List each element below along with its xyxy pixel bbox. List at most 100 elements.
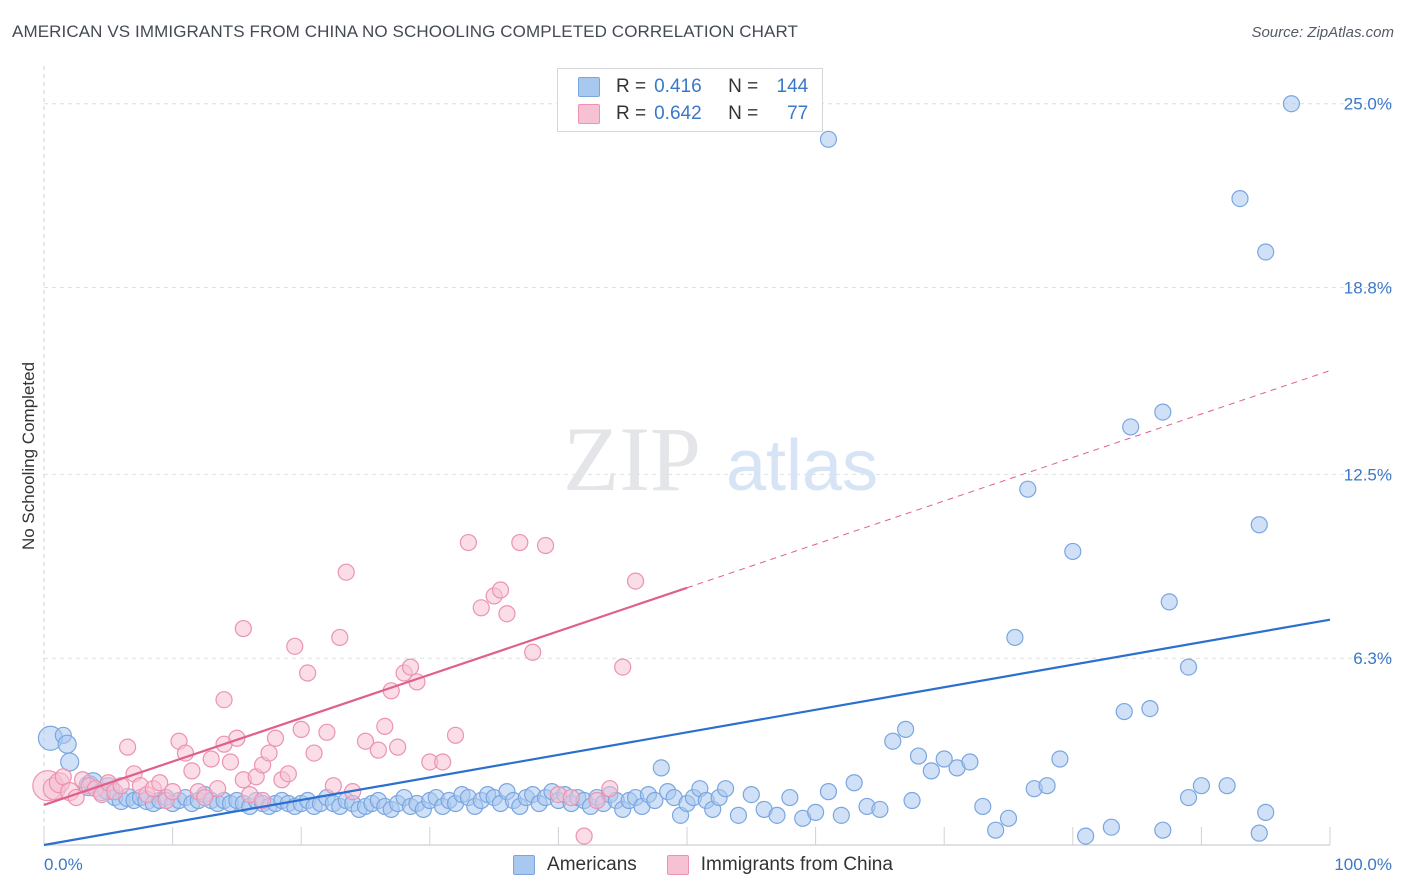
point-china: [575, 827, 593, 845]
point-americans: [781, 788, 799, 807]
point-americans: [1051, 750, 1069, 768]
point-americans: [1102, 818, 1120, 836]
point-china: [434, 753, 452, 771]
point-china: [446, 726, 465, 744]
point-china: [491, 581, 510, 599]
legend-swatch-americans: [513, 855, 536, 875]
point-americans: [897, 720, 915, 738]
point-americans: [987, 821, 1005, 839]
trendline-china-extension: [686, 370, 1331, 589]
point-china: [459, 533, 477, 552]
legend-row-americans: R = 0.416 N = 144: [578, 74, 808, 100]
point-americans: [832, 806, 850, 824]
point-americans: [819, 783, 838, 801]
y-tick-label: 18.8%: [1344, 279, 1392, 298]
point-china: [183, 762, 201, 780]
point-americans: [716, 780, 735, 798]
point-china: [331, 628, 349, 647]
point-americans: [819, 130, 838, 148]
legend-item-americans[interactable]: Americans: [513, 854, 637, 876]
point-americans: [768, 806, 786, 824]
point-china: [588, 791, 606, 810]
point-china: [626, 572, 645, 590]
point-americans: [1257, 243, 1275, 261]
point-china: [112, 777, 130, 795]
point-americans: [999, 809, 1018, 827]
point-americans: [1218, 777, 1236, 795]
legend-r-label: R =: [616, 103, 647, 124]
legend-row-china: R = 0.642 N = 77: [578, 101, 808, 127]
legend-item-china[interactable]: Immigrants from China: [666, 854, 893, 876]
point-china: [209, 780, 227, 798]
point-china: [601, 780, 619, 798]
legend-n-label: N =: [728, 103, 759, 124]
source-label: Source: ZipAtlas.com: [1251, 24, 1394, 41]
point-americans: [935, 750, 953, 768]
legend-label-china: Immigrants from China: [700, 854, 893, 875]
point-americans: [57, 734, 77, 754]
point-americans: [1250, 824, 1268, 842]
point-americans: [871, 800, 889, 819]
x-tick-label: 0.0%: [44, 855, 83, 874]
point-china: [511, 533, 529, 552]
point-china: [498, 605, 516, 623]
point-china: [260, 744, 278, 762]
point-americans: [1250, 516, 1268, 534]
point-americans: [1122, 418, 1140, 436]
legend-swatch-americans: [578, 77, 600, 97]
point-americans: [1038, 777, 1056, 795]
point-americans: [1231, 190, 1249, 208]
point-china: [305, 744, 323, 762]
point-americans: [884, 732, 902, 750]
point-americans: [845, 774, 863, 792]
point-china: [202, 750, 220, 768]
point-china: [356, 732, 375, 750]
point-americans: [903, 791, 921, 810]
point-americans: [1115, 702, 1133, 721]
point-china: [164, 783, 182, 801]
point-americans: [1154, 403, 1172, 421]
point-americans: [1257, 803, 1275, 821]
x-tick-label: 100.0%: [1334, 855, 1392, 874]
point-americans: [1192, 777, 1211, 795]
point-americans: [922, 762, 940, 780]
point-americans: [729, 806, 748, 824]
point-china: [151, 774, 169, 792]
point-china: [286, 637, 304, 655]
legend-n-value: 144: [776, 76, 809, 97]
chart-title: AMERICAN VS IMMIGRANTS FROM CHINA NO SCH…: [12, 22, 799, 41]
legend-n-label: N =: [728, 76, 759, 97]
point-china: [266, 729, 285, 747]
point-china: [234, 619, 252, 638]
legend-r-label: R =: [616, 76, 647, 97]
y-tick-label: 25.0%: [1344, 95, 1392, 114]
point-americans: [1282, 95, 1301, 113]
y-tick-label: 6.3%: [1353, 649, 1392, 668]
point-china: [292, 720, 310, 738]
legend-label-americans: Americans: [547, 854, 637, 875]
point-china: [324, 777, 342, 795]
point-china: [536, 536, 555, 555]
point-china: [614, 658, 632, 676]
point-china: [279, 765, 297, 783]
legend-n-value: 77: [787, 103, 809, 124]
point-americans: [806, 803, 825, 821]
legend-swatch-china: [666, 855, 689, 875]
legend-r-value: 0.642: [654, 103, 702, 124]
point-china: [337, 563, 355, 581]
y-tick-label: 12.5%: [1344, 465, 1392, 484]
point-americans: [961, 753, 979, 771]
point-china: [118, 738, 137, 756]
point-americans: [1179, 788, 1198, 807]
point-china: [299, 664, 317, 682]
trendline-china: [43, 586, 688, 807]
point-china: [389, 738, 407, 756]
point-china: [176, 744, 195, 762]
point-americans: [1154, 821, 1172, 839]
point-china: [221, 753, 240, 771]
point-americans: [1179, 658, 1198, 676]
point-china: [562, 788, 580, 807]
trendline-americans: [43, 618, 1331, 847]
point-china: [369, 741, 387, 759]
